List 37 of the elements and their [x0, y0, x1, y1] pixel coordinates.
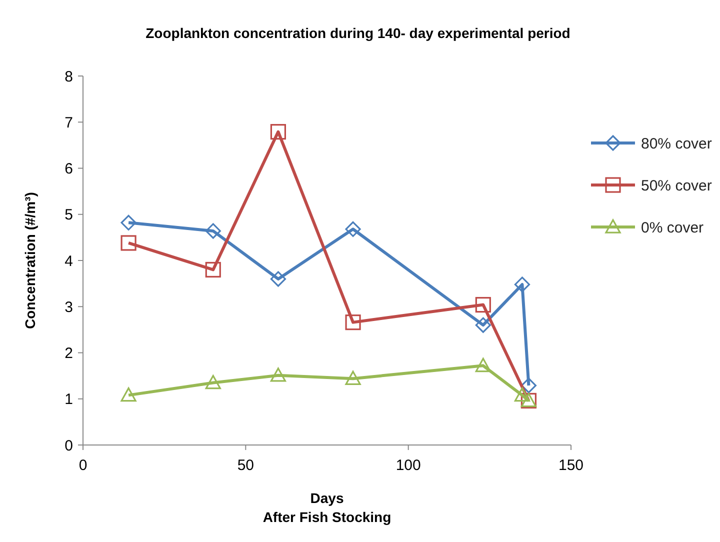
x-tick-label: 150	[558, 457, 584, 474]
point	[120, 235, 136, 251]
y-axis-title: Concentration (#/m³)	[22, 192, 38, 329]
legend-label: 50% cover	[641, 177, 712, 194]
y-tick-label: 0	[64, 437, 73, 454]
y-tick-label: 5	[64, 206, 73, 224]
point	[345, 314, 361, 330]
point	[270, 124, 286, 140]
x-tick-label: 100	[396, 457, 421, 474]
y-tick-label: 6	[64, 160, 73, 178]
point	[205, 374, 221, 390]
point	[514, 276, 530, 292]
point	[270, 368, 286, 382]
y-tick-label: 2	[64, 345, 73, 362]
chart-title: Zooplankton concentration during 140- day experimental period	[146, 25, 570, 41]
point	[205, 223, 221, 239]
y-tick-label: 1	[64, 391, 73, 408]
x-tick-label: 0	[78, 457, 88, 474]
y-tick-label: 7	[64, 114, 73, 132]
point	[345, 221, 361, 237]
y-tick-label: 3	[64, 298, 73, 316]
point	[120, 387, 136, 402]
y-tick-label: 4	[64, 252, 73, 270]
x-tick-label: 50	[237, 457, 254, 474]
point	[270, 271, 286, 287]
point	[345, 370, 361, 385]
point	[475, 358, 491, 372]
point	[120, 214, 136, 230]
point	[475, 317, 491, 333]
legend-label: 0% cover	[641, 219, 704, 236]
point	[475, 296, 491, 313]
y-tick-label: 8	[64, 68, 73, 86]
legend-label: 80% cover	[641, 135, 712, 152]
x-axis-title: Days After Fish Stocking	[262, 490, 392, 525]
point	[205, 262, 221, 278]
point	[514, 387, 530, 402]
point	[520, 378, 537, 394]
